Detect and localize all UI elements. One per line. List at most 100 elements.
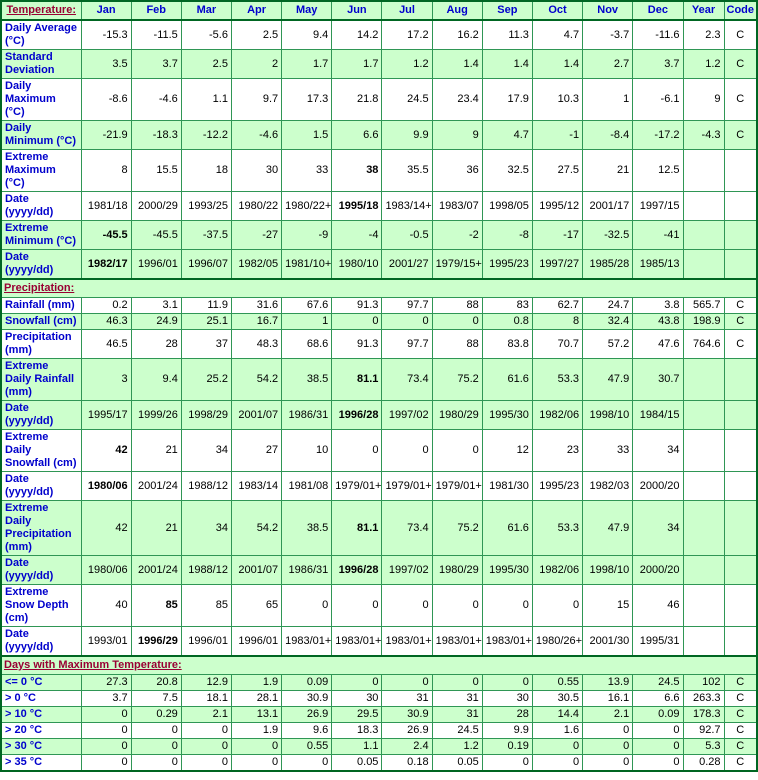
cell-jan: 3.5 <box>80 49 132 79</box>
cell-jul: 2.4 <box>381 738 433 755</box>
cell-year <box>682 471 725 501</box>
cell-feb: 3.1 <box>130 297 182 314</box>
cell-jul: 24.5 <box>381 78 433 121</box>
cell-apr: 16.7 <box>230 313 283 330</box>
cell-feb: 1996/01 <box>130 249 182 280</box>
cell-mar: 0 <box>180 754 232 772</box>
cell-jul: 1983/01+ <box>381 626 433 657</box>
cell-feb: -4.6 <box>130 78 182 121</box>
cell-mar: -37.5 <box>180 220 232 250</box>
cell-apr: 2 <box>230 49 283 79</box>
cell-oct: 53.3 <box>531 500 584 556</box>
cell-feb: 21 <box>130 500 182 556</box>
cell-dec: 30.7 <box>632 358 684 401</box>
cell-feb: 0.29 <box>130 706 182 723</box>
cell-dec: -41 <box>632 220 684 250</box>
cell-nov: 2001/17 <box>582 191 634 221</box>
cell-jun: 81.1 <box>331 500 383 556</box>
cell-aug: 1.4 <box>431 49 483 79</box>
table-row: Daily Average (°C) -15.3 -11.5 -5.6 2.5 9.4 14… <box>0 19 758 50</box>
cell-jan: 0.2 <box>80 297 132 314</box>
row-label-date-yyyy-dd: Date (yyyy/dd) <box>0 400 82 430</box>
cell-jun: 30 <box>331 690 383 707</box>
cell-dec: 1985/13 <box>632 249 684 280</box>
row-label-daily-maximum-c: Daily Maximum (°C) <box>0 78 82 121</box>
cell-aug: 75.2 <box>431 358 483 401</box>
cell-mar: 1996/01 <box>180 626 232 657</box>
cell-code <box>723 191 758 221</box>
cell-sep: 1995/30 <box>481 555 533 585</box>
cell-nov: 2001/30 <box>582 626 634 657</box>
cell-oct: 1.6 <box>531 722 584 739</box>
cell-sep: -8 <box>481 220 533 250</box>
cell-jun: 18.3 <box>331 722 383 739</box>
cell-mar: 1998/29 <box>180 400 232 430</box>
cell-nov: 47.9 <box>582 500 634 556</box>
cell-code: C <box>723 690 758 707</box>
section-link-temperature[interactable]: Temperature: <box>6 4 76 16</box>
cell-jan: 1980/06 <box>80 555 132 585</box>
cell-jun: 0.05 <box>331 754 383 772</box>
cell-feb: 1999/26 <box>130 400 182 430</box>
cell-sep: 61.6 <box>481 500 533 556</box>
cell-oct: -17 <box>531 220 584 250</box>
table-row: Rainfall (mm) 0.2 3.1 11.9 31.6 67.6 91.3 97.7 8… <box>0 297 758 314</box>
cell-oct: 8 <box>531 313 584 330</box>
cell-nov: 0 <box>582 754 634 772</box>
cell-apr: -4.6 <box>230 120 283 150</box>
cell-sep: 11.3 <box>481 19 533 50</box>
row-label-extreme-daily-rainfall-mm: Extreme Daily Rainfall (mm) <box>0 358 82 401</box>
cell-mar: 18 <box>180 149 232 192</box>
table-row: Extreme Maximum (°C) 8 15.5 18 30 33 38 35.5 36 3… <box>0 149 758 192</box>
cell-jul: 26.9 <box>381 722 433 739</box>
cell-nov: 1985/28 <box>582 249 634 280</box>
cell-mar: 25.1 <box>180 313 232 330</box>
cell-jan: 42 <box>80 429 132 472</box>
cell-may: 0.55 <box>281 738 333 755</box>
cell-nov: 1998/10 <box>582 555 634 585</box>
cell-aug: 88 <box>431 297 483 314</box>
column-header-jun: Jun <box>331 0 383 21</box>
cell-sep: 0 <box>481 674 533 691</box>
cell-aug: 1983/07 <box>431 191 483 221</box>
cell-jul: 1.2 <box>381 49 433 79</box>
cell-may: 38.5 <box>281 358 333 401</box>
column-header-year: Year <box>682 0 725 21</box>
cell-jun: 1996/28 <box>331 400 383 430</box>
section-link-days-with-maximum-temperature[interactable]: Days with Maximum Temperature: <box>4 659 182 671</box>
cell-apr: 48.3 <box>230 329 283 359</box>
cell-may: 1 <box>281 313 333 330</box>
column-header-jul: Jul <box>381 0 433 21</box>
cell-apr: 1.9 <box>230 722 283 739</box>
cell-may: 1986/31 <box>281 400 333 430</box>
table-row: > 0 °C 3.7 7.5 18.1 28.1 30.9 30 31 31 30 30.5 16.1… <box>0 690 758 707</box>
table-row: Extreme Snow Depth (cm) 40 85 85 65 0 0 0 0 0 0 15 4… <box>0 584 758 627</box>
cell-may: 30.9 <box>281 690 333 707</box>
row-label-extreme-snow-depth-cm: Extreme Snow Depth (cm) <box>0 584 82 627</box>
cell-jan: -15.3 <box>80 19 132 50</box>
table-row: Precipitation (mm) 46.5 28 37 48.3 68.6 91.3 97… <box>0 329 758 359</box>
cell-mar: 1996/07 <box>180 249 232 280</box>
section-link-precipitation[interactable]: Precipitation: <box>4 282 75 294</box>
column-header-mar: Mar <box>180 0 232 21</box>
cell-sep: 32.5 <box>481 149 533 192</box>
cell-jun: 1.1 <box>331 738 383 755</box>
cell-mar: 0 <box>180 722 232 739</box>
cell-dec: -11.6 <box>632 19 684 50</box>
cell-sep: 83 <box>481 297 533 314</box>
cell-aug: 24.5 <box>431 722 483 739</box>
cell-code: C <box>723 329 758 359</box>
cell-year: 92.7 <box>682 722 725 739</box>
cell-jun: 38 <box>331 149 383 192</box>
cell-dec: 47.6 <box>632 329 684 359</box>
cell-aug: 1.2 <box>431 738 483 755</box>
table-row: Date (yyyy/dd) 1993/01 1996/29 1996/01 1996/… <box>0 626 758 657</box>
cell-mar: 34 <box>180 429 232 472</box>
cell-dec: 24.5 <box>632 674 684 691</box>
cell-jul: 2001/27 <box>381 249 433 280</box>
cell-jun: 1995/18 <box>331 191 383 221</box>
cell-jun: 6.6 <box>331 120 383 150</box>
cell-feb: 1996/29 <box>130 626 182 657</box>
cell-nov: 16.1 <box>582 690 634 707</box>
